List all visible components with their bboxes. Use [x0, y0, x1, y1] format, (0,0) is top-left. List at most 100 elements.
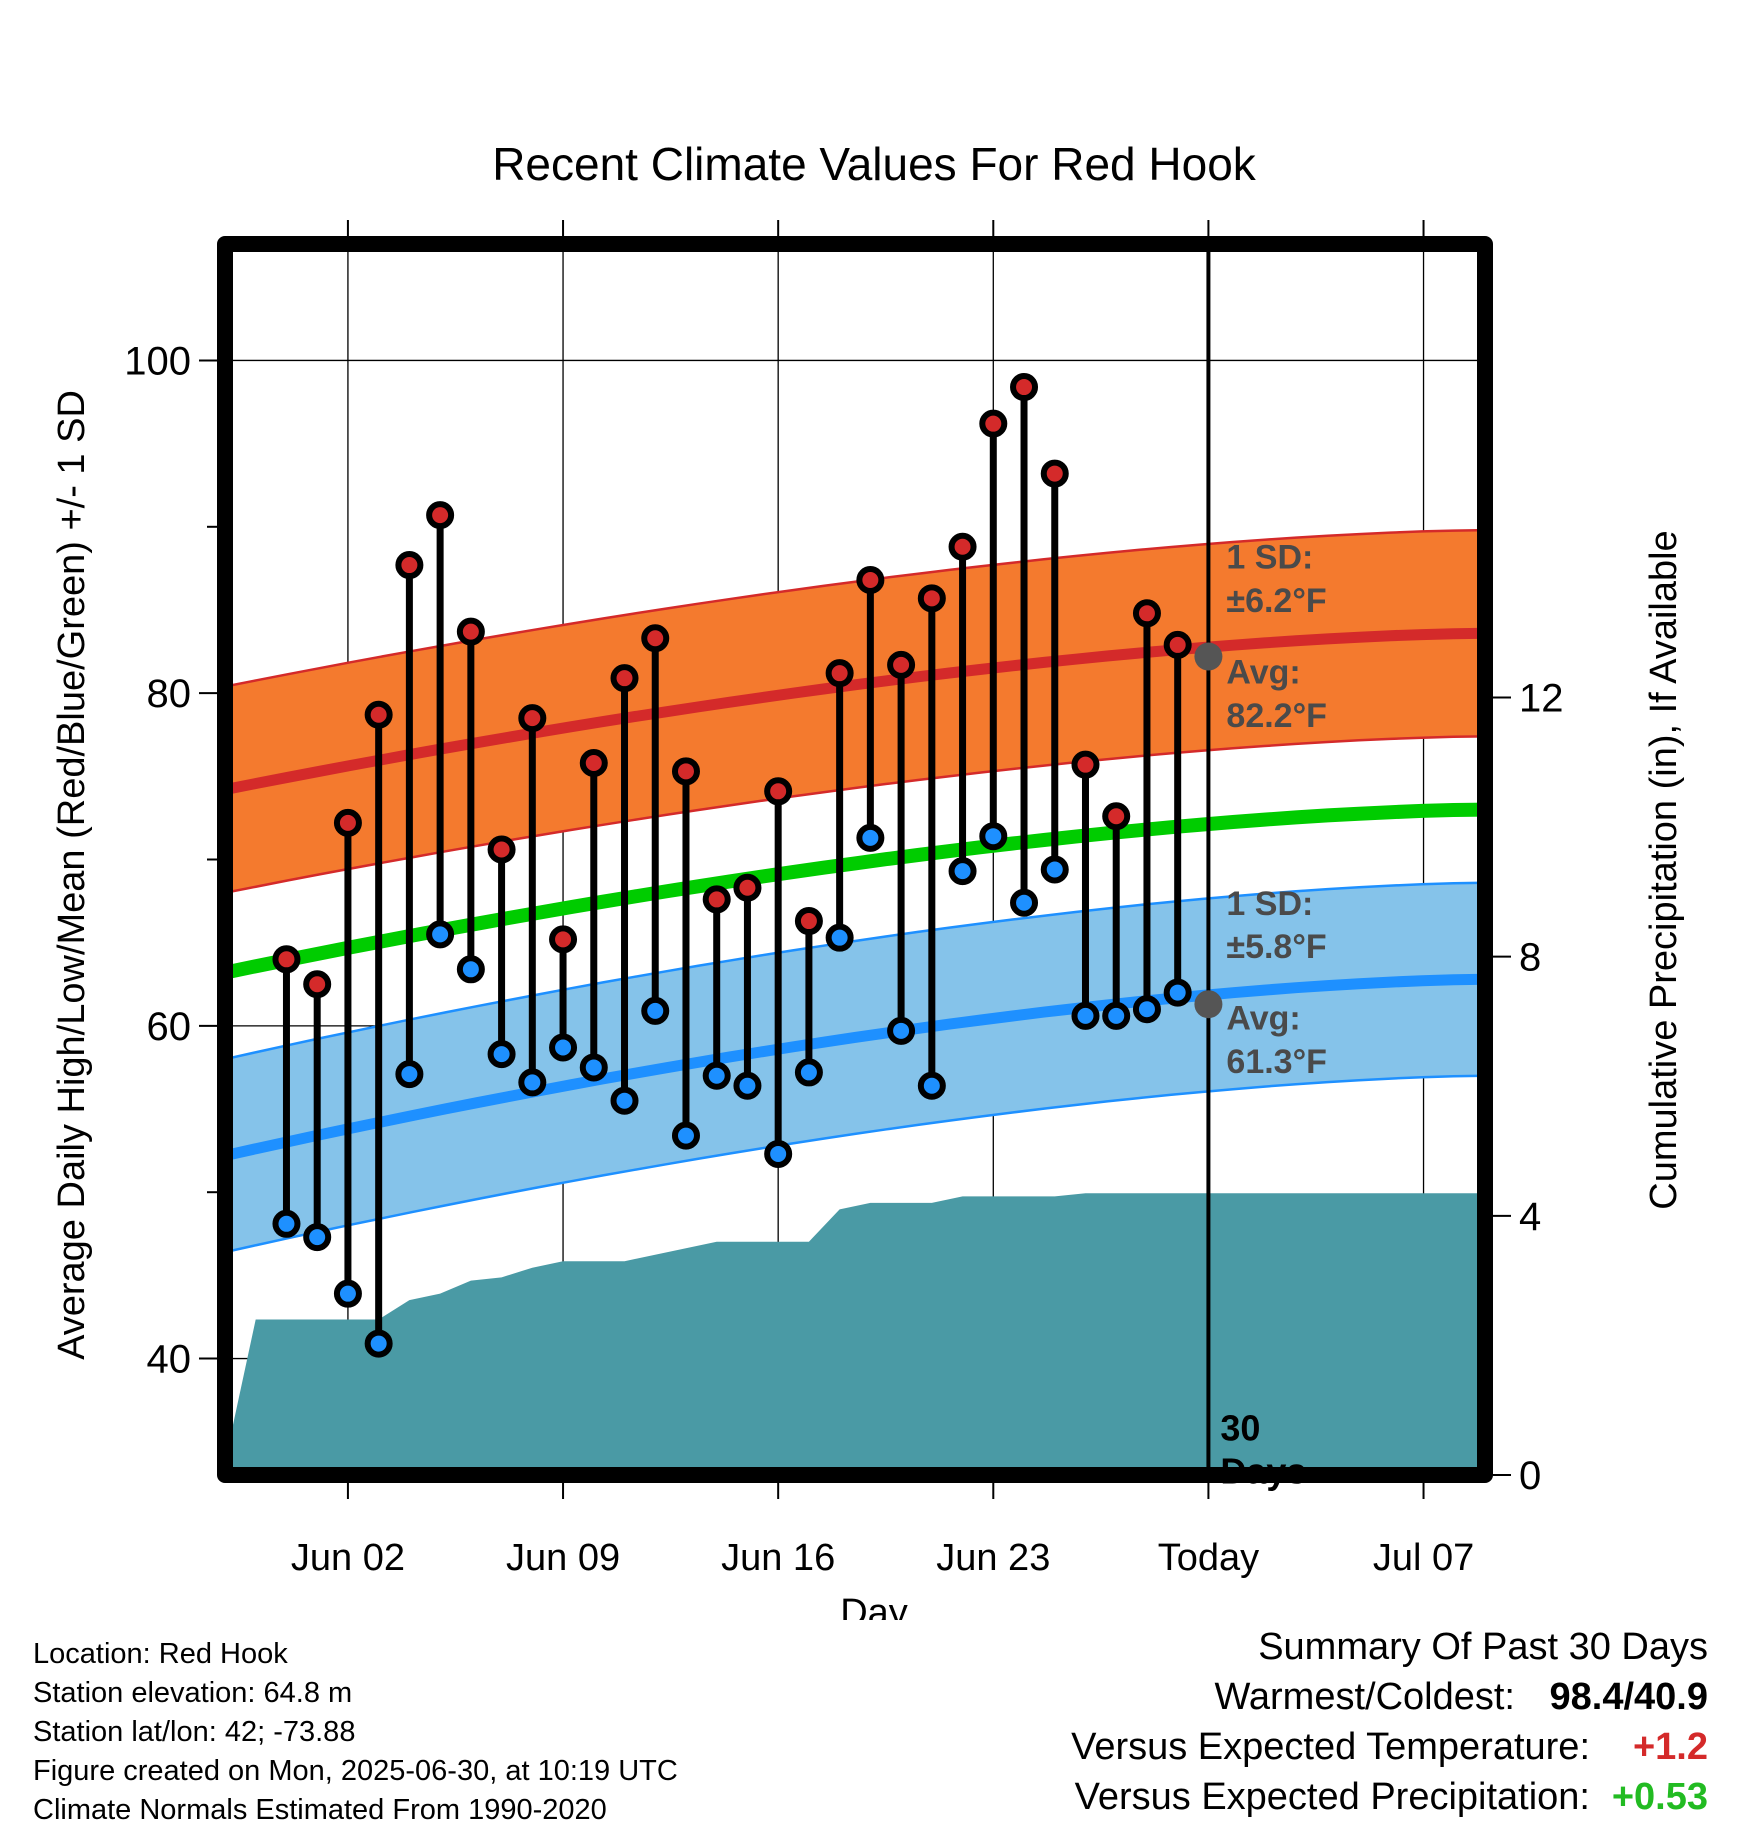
low-sd-lower	[225, 1074, 1485, 1254]
warmest-coldest-label: Warmest/Coldest:	[1214, 1676, 1515, 1718]
low-point	[825, 923, 854, 952]
low-point	[917, 1071, 946, 1100]
climate-chart: Recent Climate Values For Red Hook 1 SD:…	[51, 138, 1685, 1620]
low-avg-label: Avg:	[1226, 1000, 1300, 1038]
high-point	[456, 617, 485, 646]
high-normal-line	[225, 627, 1485, 795]
plot-frame	[217, 236, 1493, 1483]
x-tick-label: Jun 16	[721, 1537, 835, 1579]
normals-text: Climate Normals Estimated From 1990-2020	[33, 1794, 607, 1826]
low-point	[702, 1061, 731, 1090]
high-point	[1102, 802, 1131, 831]
low-point	[1132, 995, 1161, 1024]
high-avg-label: Avg:	[1226, 654, 1300, 692]
high-point	[979, 409, 1008, 438]
high-point	[856, 566, 885, 595]
high-point	[733, 873, 762, 902]
low-point	[395, 1060, 424, 1089]
high-sd-lower	[225, 735, 1485, 895]
low-point	[794, 1058, 823, 1087]
x-tick-label: Jun 09	[506, 1537, 620, 1579]
high-point	[917, 584, 946, 613]
low-avg-value: 61.3°F	[1226, 1043, 1327, 1081]
high-point	[1040, 459, 1069, 488]
x-tick-label: Jun 23	[936, 1537, 1050, 1579]
high-point	[825, 659, 854, 688]
high-point	[395, 551, 424, 580]
y-tick-label: 40	[147, 1338, 192, 1382]
y2-tick-label: 8	[1519, 936, 1541, 980]
high-point	[303, 970, 332, 999]
low-point	[641, 996, 670, 1025]
low-point	[1102, 1001, 1131, 1030]
low-point	[487, 1040, 516, 1069]
high-point	[641, 624, 670, 653]
created-text: Figure created on Mon, 2025-06-30, at 10…	[33, 1755, 678, 1787]
low-point	[764, 1139, 793, 1168]
y-tick-label: 60	[147, 1005, 192, 1049]
elevation-text: Station elevation: 64.8 m	[33, 1677, 353, 1709]
high-point	[671, 757, 700, 786]
x-tick-label: Today	[1158, 1537, 1259, 1579]
low-point	[948, 857, 977, 886]
low-point	[272, 1209, 301, 1238]
low-point	[549, 1033, 578, 1062]
low-point	[426, 920, 455, 949]
low-point	[303, 1223, 332, 1252]
low-point	[671, 1121, 700, 1150]
high-point	[764, 777, 793, 806]
high-avg-marker	[1194, 642, 1223, 671]
summary-panel: Summary Of Past 30 Days Warmest/Coldest:…	[1071, 1622, 1708, 1822]
high-avg-value: 82.2°F	[1226, 697, 1327, 735]
low-point	[456, 955, 485, 984]
days-count-label: 30	[1220, 1407, 1260, 1448]
y-axis-label: Average Daily High/Low/Mean (Red/Blue/Gr…	[51, 390, 93, 1360]
y-tick-label: 80	[147, 672, 192, 716]
temp-anomaly-row: Versus Expected Temperature: +1.2	[1071, 1722, 1708, 1772]
high-point	[518, 704, 547, 733]
low-avg-marker	[1194, 990, 1223, 1019]
y-tick-label: 100	[124, 339, 191, 383]
low-point	[1040, 855, 1069, 884]
low-point	[333, 1279, 362, 1308]
low-point	[518, 1068, 547, 1097]
high-point	[702, 885, 731, 914]
low-sd-band	[225, 882, 1485, 1253]
y2-tick-label: 4	[1519, 1195, 1541, 1239]
high-point	[1071, 750, 1100, 779]
chart-title: Recent Climate Values For Red Hook	[492, 138, 1257, 190]
y2-tick-label: 12	[1519, 677, 1564, 721]
warmest-coldest-row: Warmest/Coldest: 98.4/40.9	[1071, 1672, 1708, 1722]
precip-area	[225, 1193, 1485, 1475]
precip-anomaly-label: Versus Expected Precipitation:	[1074, 1776, 1590, 1818]
high-point	[1163, 630, 1192, 659]
high-point	[794, 907, 823, 936]
low-point	[364, 1329, 393, 1358]
high-point	[487, 835, 516, 864]
high-point	[549, 925, 578, 954]
low-normal-line	[225, 973, 1485, 1161]
warmest-coldest-value: 98.4/40.9	[1549, 1676, 1708, 1718]
low-point	[856, 823, 885, 852]
plot-area: 1 SD: ±6.2°F Avg: 82.2°F 1 SD: ±5.8°F Avg: 61.3…	[124, 220, 1564, 1579]
high-sd-value: ±6.2°F	[1226, 582, 1326, 620]
location-text: Location: Red Hook	[33, 1638, 288, 1670]
low-sd-label: 1 SD:	[1226, 885, 1313, 923]
summary-title: Summary Of Past 30 Days	[1258, 1626, 1708, 1668]
y2-tick-label: 0	[1519, 1454, 1541, 1498]
high-point	[1132, 599, 1161, 628]
precip-anomaly-value: +0.53	[1611, 1776, 1708, 1818]
low-point	[579, 1053, 608, 1082]
low-point	[979, 822, 1008, 851]
precip-anomaly-row: Versus Expected Precipitation: +0.53	[1071, 1772, 1708, 1822]
high-point	[579, 749, 608, 778]
high-point	[272, 945, 301, 974]
high-point	[426, 501, 455, 530]
temp-anomaly-value: +1.2	[1632, 1726, 1708, 1768]
high-point	[948, 532, 977, 561]
low-point	[1010, 888, 1039, 917]
low-point	[1163, 978, 1192, 1007]
low-point	[733, 1071, 762, 1100]
high-point	[364, 700, 393, 729]
x-tick-label: Jul 07	[1373, 1537, 1474, 1579]
